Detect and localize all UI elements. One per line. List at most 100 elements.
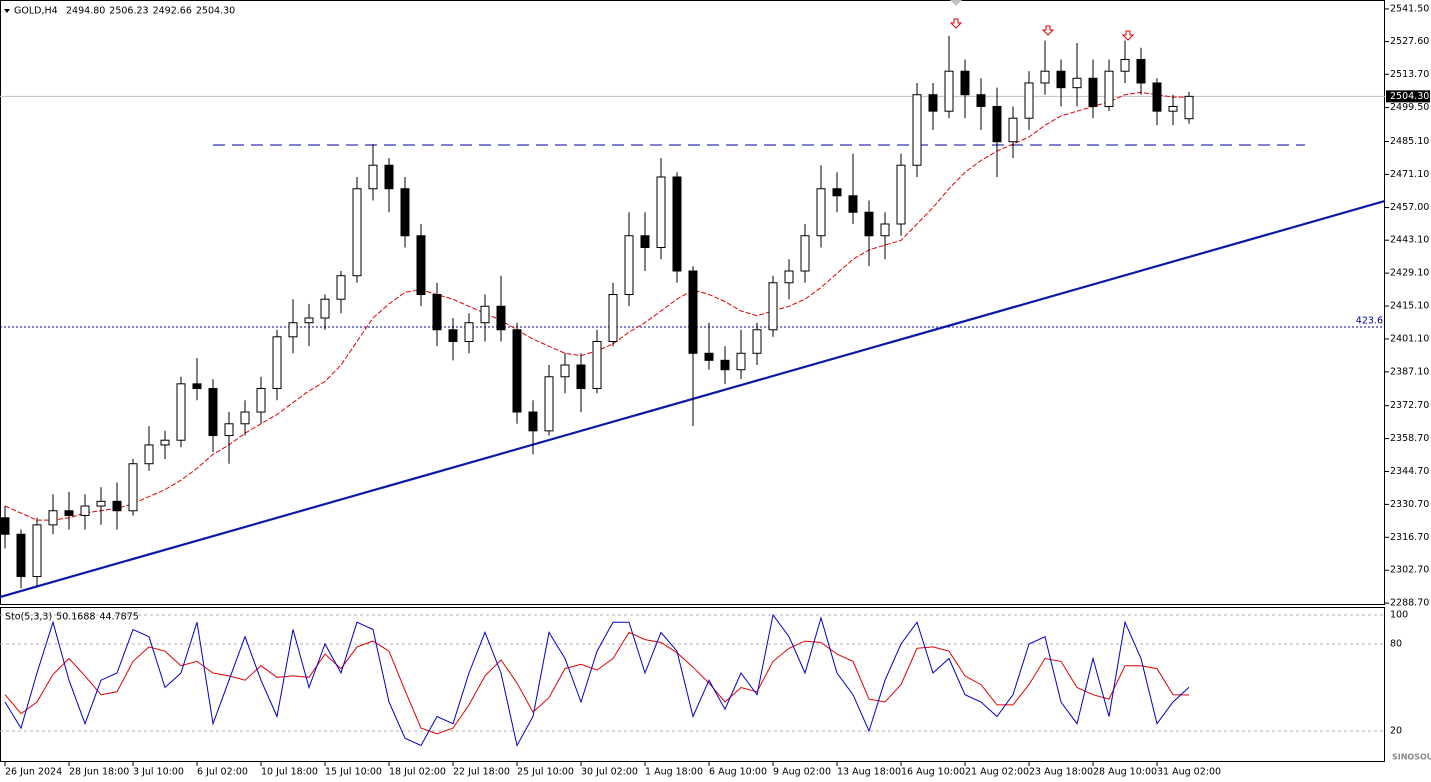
candle-body [1104,70,1114,107]
candle-body [1088,77,1098,107]
candle-body [496,305,506,331]
candle-body [176,383,186,441]
candle-body [800,235,810,272]
watermark: SINOSOUND [1392,753,1431,762]
y-tick-label: 2527.60 [1390,36,1429,47]
y-tick-label: 2443.10 [1390,235,1429,246]
y-tick-label: 2358.70 [1390,433,1429,444]
candle-body [448,329,458,343]
y-tick-label: 2387.10 [1390,366,1429,377]
candle-body [144,444,154,465]
candle-body [704,352,714,361]
candle-body [672,176,682,272]
x-tick-label: 30 Jul 02:00 [581,767,638,778]
candle-body [784,270,794,284]
oscillator-panel [0,607,1385,762]
candle-body [816,188,826,237]
fib-label: 423.6 [1356,315,1383,326]
candle-body [1184,95,1194,120]
current-price-label: 2504.30 [1390,91,1429,102]
y-tick-label: 2541.50 [1390,3,1429,14]
x-tick-label: 26 Jun 2024 [5,767,62,778]
candle-body [864,211,874,237]
menu-arrow[interactable] [4,9,10,13]
candle-body [944,70,954,112]
candle-body [208,388,218,437]
candle-body [272,336,282,390]
candle-body [976,94,986,107]
y-tick-label: 2499.50 [1390,102,1429,113]
x-tick-label: 3 Jul 10:00 [133,767,184,778]
candle-body [512,329,522,413]
x-tick-label: 9 Aug 02:00 [773,767,831,778]
y-tick-label: 2316.70 [1390,532,1429,543]
x-tick-label: 23 Aug 18:00 [1029,767,1093,778]
y-tick-label: 2485.10 [1390,136,1429,147]
signal-arrow [1121,30,1135,41]
candle-body [384,164,394,190]
indicator-value: 44.7875 [99,612,138,623]
ohlc-value: 2494.80 [66,6,105,17]
candle-body [432,294,442,331]
x-tick-label: 21 Aug 02:00 [965,767,1029,778]
candle-body [928,94,938,112]
shift-marker [950,0,962,6]
candle-body [656,176,666,248]
candle-body [832,188,842,197]
candle-body [576,364,586,390]
x-tick-label: 18 Jul 02:00 [389,767,446,778]
candle-body [624,235,634,296]
y-tick-label: 100 [1390,609,1408,620]
x-tick-label: 1 Aug 18:00 [645,767,703,778]
candle-body [688,270,698,354]
x-tick-label: 28 Jun 18:00 [69,767,129,778]
candle-body [128,463,138,512]
candle-body [608,294,618,343]
x-tick-label: 28 Aug 10:00 [1093,767,1157,778]
candle-body [336,275,346,300]
candle-body [224,423,234,437]
x-tick-label: 22 Jul 18:00 [453,767,510,778]
indicator-title: Sto(5,3,3) [5,612,52,623]
y-tick-label: 2457.00 [1390,202,1429,213]
candle-body [288,322,298,338]
candle-body [352,188,362,277]
current-price-box [1386,90,1430,103]
x-tick-label: 10 Jul 18:00 [261,767,318,778]
candle-body [640,235,650,248]
candle-body [32,524,42,578]
y-tick-label: 2302.70 [1390,565,1429,576]
x-tick-label: 31 Aug 02:00 [1157,767,1221,778]
candle-body [192,383,202,390]
candle-body [1008,117,1018,143]
candle-body [768,282,778,331]
candle-body [80,505,90,516]
candle-body [1024,82,1034,119]
y-tick-label: 2330.70 [1390,499,1429,510]
candle-body [0,517,10,535]
candle-body [752,329,762,354]
candle-body [880,223,890,237]
candle-body [1072,77,1082,89]
x-tick-label: 25 Jul 10:00 [517,767,574,778]
chart-title: GOLD,H4 [14,6,58,17]
candle-body [256,388,266,413]
candle-body [160,439,170,446]
candle-body [592,341,602,390]
candle-body [368,164,378,190]
candle-body [480,305,490,324]
candle-body [304,317,314,324]
candle-body [16,533,26,578]
ohlc-value: 2504.30 [196,6,235,17]
y-tick-label: 2471.10 [1390,169,1429,180]
candle-body [528,411,538,432]
candle-body [1136,58,1146,84]
x-tick-label: 15 Jul 10:00 [325,767,382,778]
candle-body [992,105,1002,143]
candle-body [720,359,730,371]
y-tick-label: 20 [1390,725,1402,736]
y-tick-label: 2415.10 [1390,301,1429,312]
ohlc-value: 2492.66 [153,6,192,17]
candle-body [896,164,906,225]
